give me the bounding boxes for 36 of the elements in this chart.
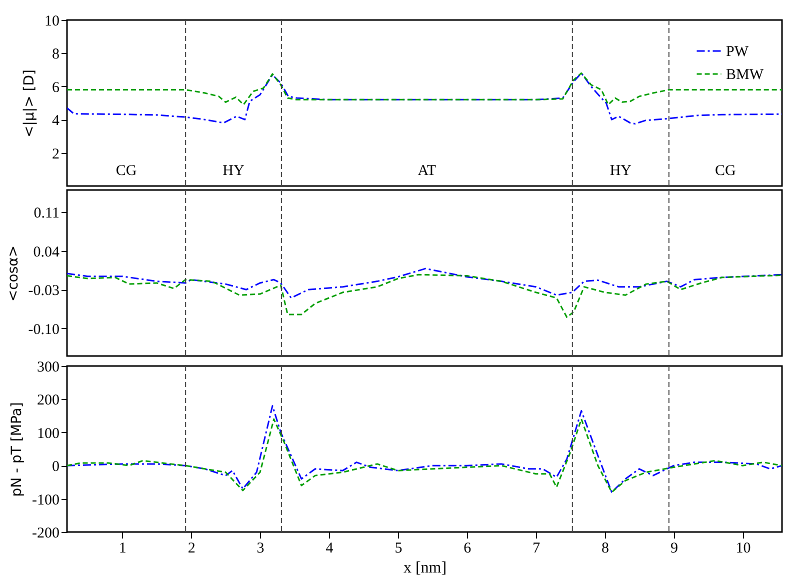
- x-tick-label: 2: [188, 540, 196, 556]
- x-tick-label: 9: [670, 540, 678, 556]
- y-tick-label: 6: [52, 80, 60, 96]
- annotation: AT: [418, 163, 436, 179]
- annotation: CG: [715, 163, 736, 179]
- x-tick-label: 3: [256, 540, 264, 556]
- y-tick-label: 200: [37, 392, 60, 409]
- x-tick-label: 5: [394, 540, 402, 556]
- y-tick-label: 10: [44, 14, 60, 30]
- legend-label: BMW: [726, 67, 764, 83]
- y-tick-label: 100: [37, 426, 60, 442]
- x-axis-title: x [nm]: [403, 560, 447, 576]
- y-axis-title: <|μ|> [D]: [22, 70, 38, 138]
- x-tick-label: 1: [118, 540, 126, 556]
- x-tick-label: 4: [326, 540, 334, 556]
- annotation: HY: [222, 163, 245, 179]
- y-tick-label: 2: [52, 146, 60, 162]
- x-tick-label: 8: [602, 540, 610, 556]
- x-tick-label: 7: [532, 540, 541, 556]
- y-tick-label: 8: [52, 46, 60, 63]
- y-axis-title: <cosα>: [5, 245, 22, 302]
- x-tick-label: 10: [736, 540, 751, 556]
- y-tick-label: 300: [37, 360, 60, 376]
- y-tick-label: 0: [52, 459, 60, 476]
- annotation: CG: [116, 163, 137, 179]
- x-tick-label: 6: [464, 540, 472, 556]
- y-tick-label: -0.10: [28, 322, 60, 338]
- y-tick-label: 4: [52, 113, 60, 130]
- y-tick-label: 0.11: [34, 206, 60, 222]
- y-tick-label: -100: [32, 492, 60, 508]
- y-axis-title: pN - pT [MPa]: [9, 402, 26, 497]
- y-tick-label: 0.04: [33, 244, 60, 260]
- legend-label: PW: [726, 44, 750, 60]
- y-tick-label: -200: [32, 526, 60, 542]
- y-tick-label: -0.03: [28, 283, 60, 300]
- annotation: HY: [610, 163, 632, 179]
